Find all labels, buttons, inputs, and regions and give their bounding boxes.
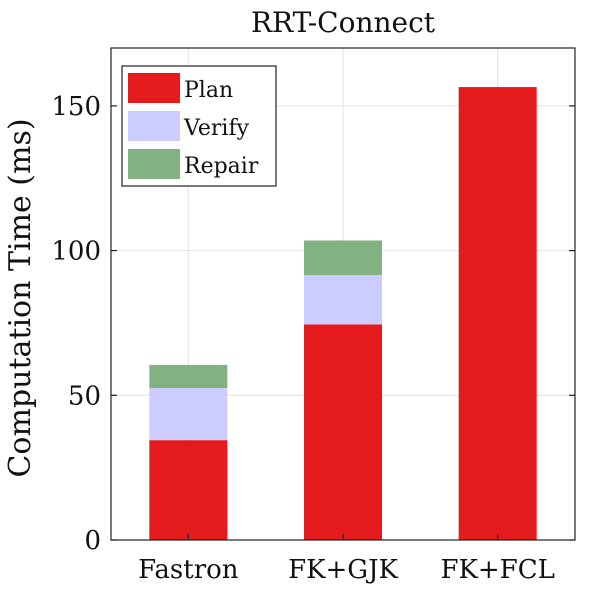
bar-repair xyxy=(149,364,228,389)
x-tick-label: FK+GJK xyxy=(288,555,398,585)
bar-plan xyxy=(458,87,537,540)
bar-verify xyxy=(149,388,228,441)
bar-repair xyxy=(304,240,382,276)
x-tick-label: FK+FCL xyxy=(440,555,554,585)
legend-swatch xyxy=(128,149,180,179)
chart-title: RRT-Connect xyxy=(251,6,436,39)
legend-label: Verify xyxy=(183,116,250,141)
legend: Plan Verify Repair xyxy=(121,65,277,187)
y-tick-label: 0 xyxy=(84,526,101,556)
y-tick-label: 150 xyxy=(51,92,101,122)
y-tick-label: 50 xyxy=(68,381,101,411)
legend-label: Plan xyxy=(184,78,233,103)
legend-swatch xyxy=(128,111,180,141)
x-axis-ticks: Fastron FK+GJK FK+FCL xyxy=(138,534,555,585)
legend-swatch xyxy=(128,73,180,103)
y-axis-ticks: 0 50 100 150 xyxy=(51,92,575,556)
bars xyxy=(149,87,537,540)
bar-verify xyxy=(304,275,382,325)
bar-plan xyxy=(149,440,228,540)
y-axis-label: Computation Time (ms) xyxy=(3,118,38,477)
bar-plan xyxy=(304,324,382,540)
legend-label: Repair xyxy=(184,154,259,179)
x-tick-label: Fastron xyxy=(138,555,239,585)
y-tick-label: 100 xyxy=(51,237,101,267)
